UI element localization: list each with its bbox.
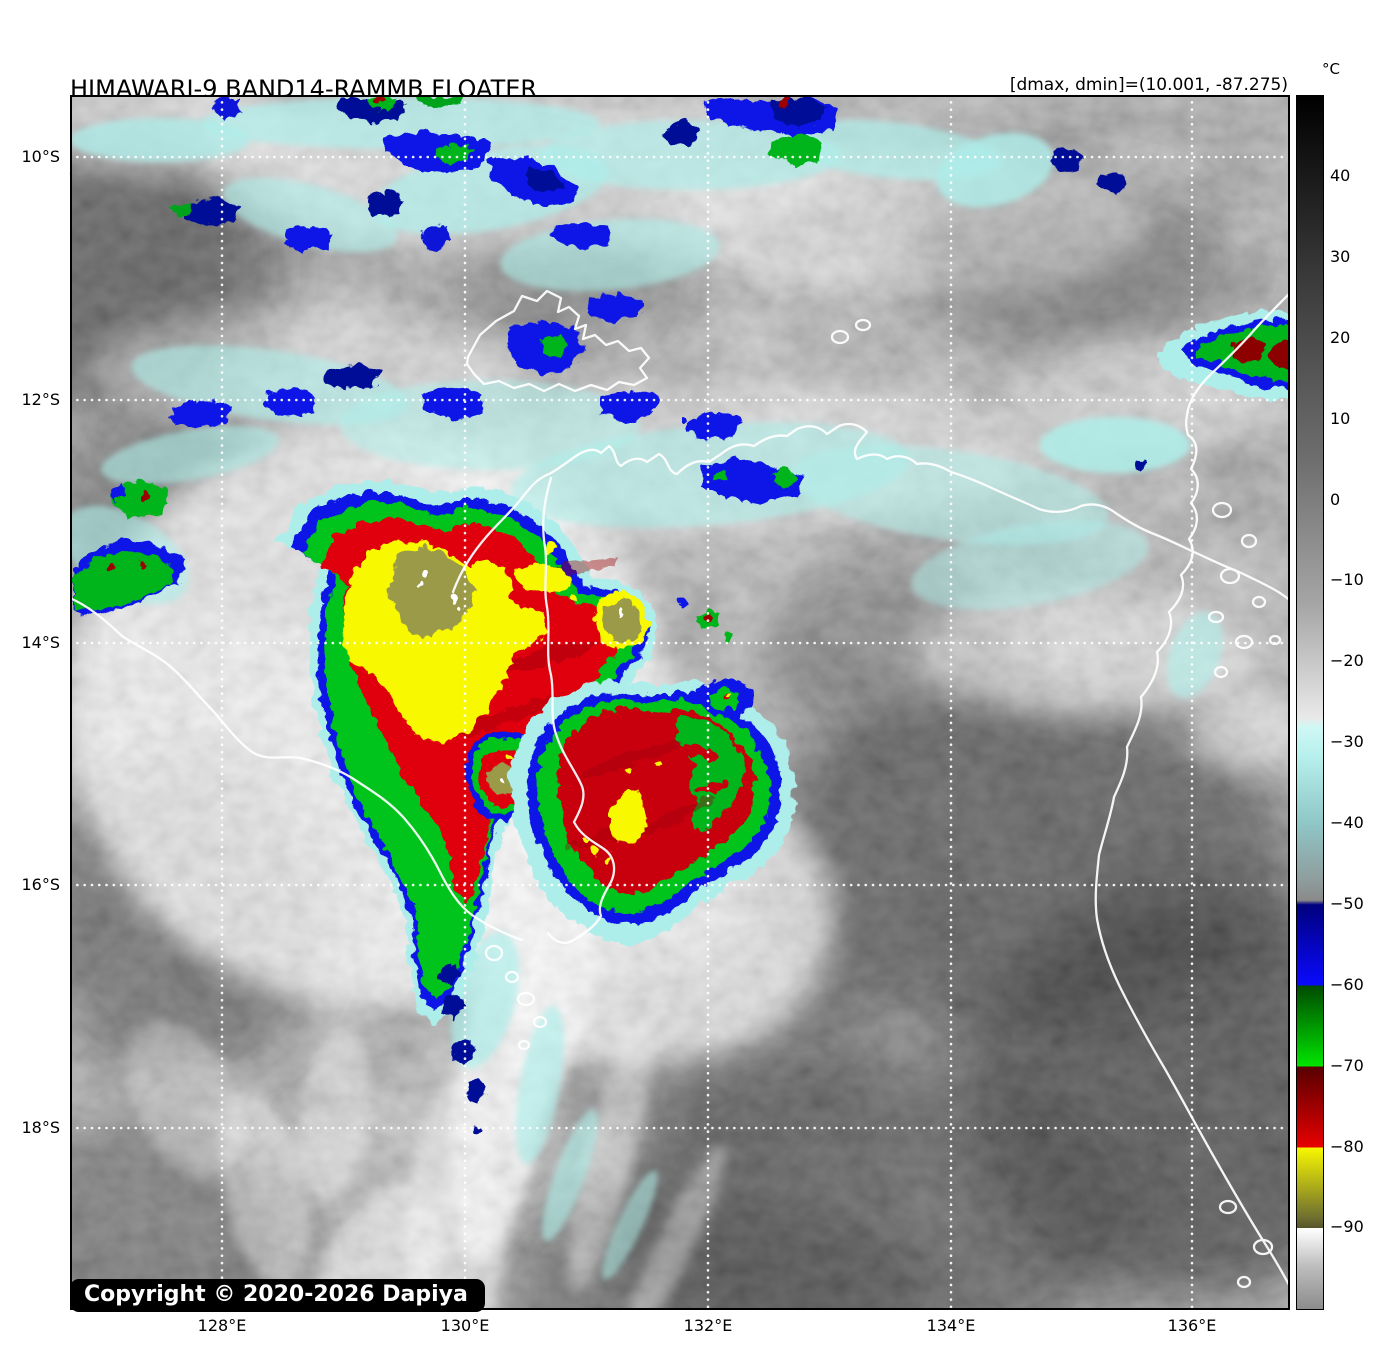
colorbar-tick-label: 40: [1330, 166, 1351, 185]
graticule-gridlines: [70, 95, 1290, 1310]
west-convection-band: [70, 477, 182, 615]
island: [854, 318, 872, 332]
lon-tick-label: 136°E: [1167, 1316, 1217, 1335]
island: [532, 1015, 548, 1029]
lon-tick-label: 128°E: [197, 1316, 247, 1335]
island: [1213, 665, 1229, 679]
satellite-image: [70, 95, 1290, 1310]
colorbar-tick-label: 0: [1330, 490, 1341, 509]
island: [1218, 1199, 1238, 1215]
island: [1219, 567, 1241, 585]
coastlines: [70, 289, 1290, 1289]
colorbar-tick-label: −30: [1330, 732, 1364, 751]
lat-tick-label: 10°S: [21, 147, 60, 166]
copyright-badge: Copyright © 2020-2026 Dapiya: [70, 1279, 485, 1312]
colorbar-tick-label: 30: [1330, 247, 1351, 266]
colorbar-tick-label: −50: [1330, 894, 1364, 913]
island: [1251, 595, 1267, 609]
island: [1207, 610, 1225, 624]
carpentaria-coast: [1094, 291, 1290, 1289]
island: [517, 1039, 531, 1051]
island: [1240, 533, 1258, 549]
island: [516, 991, 536, 1007]
range-annotation: [dmax, dmin]=(10.001, -87.275): [1009, 75, 1288, 95]
colorbar-tick-label: −20: [1330, 651, 1364, 670]
map-area: Copyright © 2020-2026 Dapiya: [70, 95, 1290, 1312]
island: [1252, 1238, 1274, 1256]
lat-tick-label: 16°S: [21, 875, 60, 894]
page-title: HIMAWARI-9 BAND14-RAMMB FLOATER: [70, 75, 538, 103]
lat-tick-label: 12°S: [21, 390, 60, 409]
map-frame: [70, 95, 1290, 1310]
lon-tick-label: 130°E: [440, 1316, 490, 1335]
top-end-coast: [451, 422, 1290, 602]
colorbar-tick-label: 10: [1330, 409, 1351, 428]
bonaparte-gulf-east-coast: [542, 476, 616, 944]
colorbar-tick-label: −90: [1330, 1217, 1364, 1236]
colorbar-tick-label: −60: [1330, 975, 1364, 994]
island: [504, 970, 520, 984]
storm2-enhancement: [507, 676, 793, 942]
colorbar-tick-label: −70: [1330, 1056, 1364, 1075]
island: [1211, 501, 1233, 519]
tiwi-islands-coast: [465, 289, 651, 393]
island: [830, 329, 850, 345]
colorbar-tick-label: −10: [1330, 570, 1364, 589]
lon-tick-label: 134°E: [926, 1316, 976, 1335]
lat-tick-label: 14°S: [21, 633, 60, 652]
island: [484, 944, 504, 962]
north-convection-patches: [168, 95, 1143, 500]
lat-tick-label: 18°S: [21, 1118, 60, 1137]
kimberley-west-coast: [70, 596, 524, 942]
colorbar-tick-label: −40: [1330, 813, 1364, 832]
colorbar-unit-label: °C: [1322, 60, 1340, 78]
colorbar-tick-label: −80: [1330, 1137, 1364, 1156]
temperature-colorbar: [1296, 95, 1324, 1310]
island: [1236, 1275, 1252, 1289]
colorbar-tick-label: 20: [1330, 328, 1351, 347]
lon-tick-label: 132°E: [683, 1316, 733, 1335]
